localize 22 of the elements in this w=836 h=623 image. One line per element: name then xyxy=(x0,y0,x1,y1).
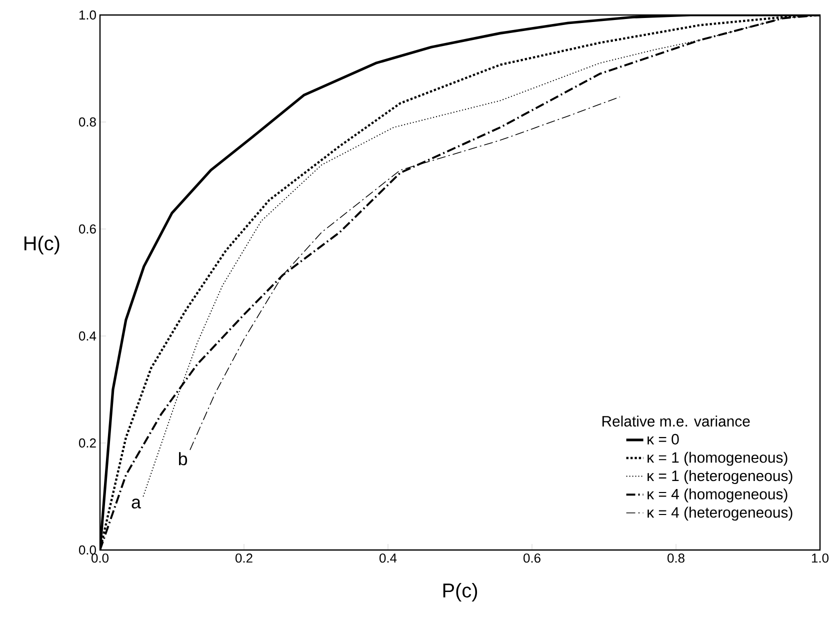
y-tick-label: 0.2 xyxy=(78,438,96,448)
legend-title: Relative m.e. variance xyxy=(602,416,750,427)
x-tick-label: 0.8 xyxy=(668,554,684,563)
y-tick-label: 0.8 xyxy=(78,117,96,127)
annotation: a xyxy=(132,498,142,509)
y-tick-label: 0.4 xyxy=(78,331,96,341)
legend-label: κ = 4 (homogeneous) xyxy=(648,488,788,502)
x-tick-label: 0.4 xyxy=(380,554,397,563)
legend-label: κ = 4 (heterogeneous) xyxy=(648,506,792,521)
y-axis-title: H(c) xyxy=(24,236,60,254)
x-tick-label: 0.6 xyxy=(524,554,540,563)
legend-label: κ = 1 (homogeneous) xyxy=(648,452,788,466)
y-tick-label: 0.6 xyxy=(78,224,96,234)
legend-label: κ = 0 xyxy=(648,434,679,445)
legend-label: κ = 1 (heterogeneous) xyxy=(648,470,792,484)
y-tick-label: 1.0 xyxy=(79,10,96,20)
y-tick-label: 0.0 xyxy=(78,545,96,555)
x-tick-label: 0.2 xyxy=(236,554,252,563)
annotation: b xyxy=(178,452,188,466)
x-tick-label: 0.0 xyxy=(92,554,109,563)
x-tick-label: 1.0 xyxy=(812,554,829,563)
x-axis-title: P(c) xyxy=(443,582,478,602)
